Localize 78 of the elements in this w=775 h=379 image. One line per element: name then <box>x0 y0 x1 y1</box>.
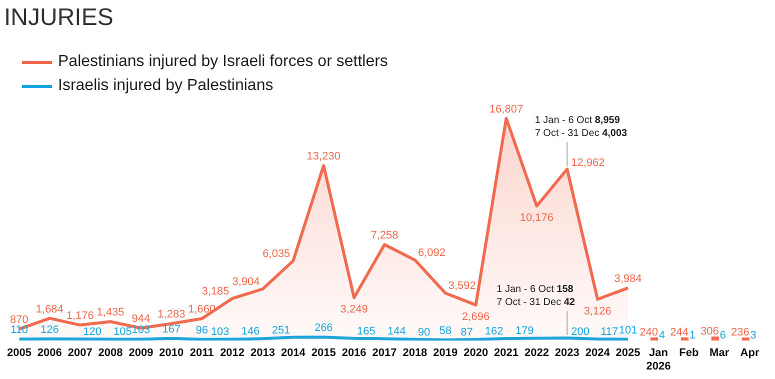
data-label: 3,249 <box>340 304 368 316</box>
data-label: 10,176 <box>520 212 554 224</box>
data-label: 6,092 <box>418 247 446 260</box>
data-label: 244 <box>670 326 688 338</box>
data-label: 266 <box>314 322 333 334</box>
data-label: 3,592 <box>448 280 476 292</box>
x-tick-label: 2016 <box>342 347 366 360</box>
x-tick-label: 2007 <box>68 347 92 360</box>
data-label: 3,984 <box>614 272 642 285</box>
data-label: 1,176 <box>66 310 94 322</box>
data-label: 7,258 <box>370 230 398 242</box>
data-label: 87 <box>460 326 473 338</box>
data-label: 117 <box>600 326 618 338</box>
data-label: 12,962 <box>571 157 605 170</box>
data-label: 3 <box>750 330 756 342</box>
x-tick-label: 2025 <box>616 347 640 360</box>
x-tick-label: 2023 <box>554 347 580 360</box>
annotation: 1 Jan - 6 Oct 8,959 7 Oct - 31 Dec 4,003 <box>534 115 628 140</box>
data-label: 4 <box>658 330 666 342</box>
data-label: 126 <box>40 324 59 336</box>
x-tick-label: 2017 <box>372 347 397 360</box>
data-label: 167 <box>162 323 181 336</box>
data-label: 3,904 <box>232 276 260 288</box>
x-tick-label: 2020 <box>464 347 488 360</box>
data-label: 6,035 <box>262 248 290 260</box>
x-tick-label: 2022 <box>524 347 549 360</box>
data-label: 162 <box>484 325 504 338</box>
data-label: 165 <box>357 325 376 338</box>
annotation: 1 Jan - 6 Oct 158 7 Oct - 31 Dec 42 <box>496 284 576 308</box>
data-label: 179 <box>515 325 534 338</box>
x-tick-label: 2024 <box>585 347 611 360</box>
legend-label: Palestinians injured by Israeli forces or settlers <box>58 53 388 71</box>
x-tick-label: Apr <box>740 347 760 360</box>
data-label: 870 <box>10 314 28 326</box>
x-tick-label: Jan 2026 <box>646 347 671 372</box>
x-tick-label: 2013 <box>250 347 275 360</box>
x-tick-label: 2008 <box>98 347 123 360</box>
data-label: 1,283 <box>158 308 186 321</box>
data-label: 120 <box>83 326 102 338</box>
x-tick-label: Feb <box>679 347 699 360</box>
legend-label: Israelis injured by Palestinians <box>58 77 274 95</box>
data-label: 6 <box>720 330 726 342</box>
x-tick-label: 2012 <box>220 347 245 360</box>
x-tick-label: 2005 <box>6 347 32 360</box>
data-label: 944 <box>132 313 150 326</box>
data-label: 58 <box>439 324 452 337</box>
x-tick-label: 2015 <box>311 347 336 360</box>
x-tick-label: 2006 <box>37 347 62 360</box>
data-label: 240 <box>640 326 658 338</box>
data-label: 1,684 <box>36 303 64 316</box>
data-label: 144 <box>388 326 406 338</box>
x-tick-label: 2011 <box>190 347 214 360</box>
x-tick-label: 2014 <box>280 347 306 360</box>
data-label: 13,230 <box>306 150 340 163</box>
data-label: 1,435 <box>96 306 124 319</box>
data-label: 110 <box>10 324 28 336</box>
x-tick-label: 2019 <box>433 347 458 360</box>
data-label: 251 <box>272 324 290 336</box>
data-label: 306 <box>700 326 719 338</box>
data-label: 2,696 <box>462 310 490 323</box>
data-label: 200 <box>571 326 590 338</box>
chart-title: INJURIES <box>4 4 114 32</box>
data-label: 3,126 <box>584 305 612 318</box>
data-label: 236 <box>731 326 750 338</box>
data-label: 103 <box>210 326 230 338</box>
data-label: 90 <box>418 326 430 338</box>
data-label: 105 <box>114 326 132 338</box>
data-label: 146 <box>241 326 260 338</box>
data-label: 3,185 <box>202 285 230 298</box>
x-tick-label: 2010 <box>159 347 184 360</box>
data-label: 96 <box>196 324 208 336</box>
x-tick-label: 2009 <box>128 347 154 360</box>
x-tick-label: Mar <box>710 347 730 360</box>
data-label: 16,807 <box>489 103 524 116</box>
data-label: 101 <box>618 324 638 336</box>
x-tick-label: 2018 <box>402 347 428 360</box>
x-tick-label: 2021 <box>494 347 518 360</box>
data-label: 1 <box>689 330 696 342</box>
